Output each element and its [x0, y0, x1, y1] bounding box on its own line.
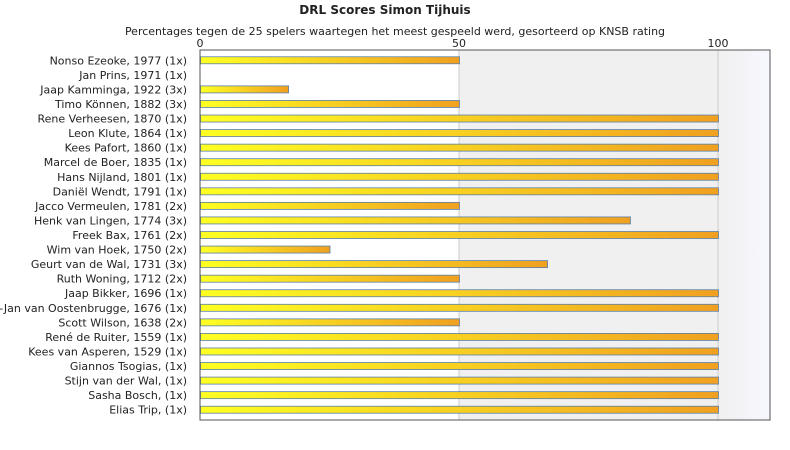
plot-frame [199, 49, 771, 421]
bar [200, 172, 719, 181]
bar [200, 362, 719, 370]
category-label: Henk van Lingen, 1774 (3x) [34, 214, 187, 227]
x-tick-label: 50 [452, 37, 466, 50]
category-label: Elias Trip, (1x) [109, 404, 187, 417]
category-label: Ruth Woning, 1712 (2x) [57, 273, 187, 286]
category-label: Daniël Wendt, 1791 (1x) [53, 185, 187, 198]
bar [200, 391, 719, 400]
bar [200, 56, 460, 65]
category-label: Jacco Vermeulen, 1781 (2x) [34, 200, 187, 213]
category-label: Jan Prins, 1971 (1x) [78, 69, 187, 82]
bar [200, 289, 719, 298]
bar [200, 129, 719, 137]
category-label: Jaap Bikker, 1696 (1x) [64, 287, 187, 300]
bar [200, 114, 719, 123]
category-label: Marcel de Boer, 1835 (1x) [44, 156, 187, 169]
category-label: Pieter-Jan van Oostenbrugge, 1676 (1x) [0, 302, 187, 315]
chart-title: DRL Scores Simon Tijhuis [299, 3, 471, 17]
bar [200, 143, 719, 152]
category-label: Kees Pafort, 1860 (1x) [65, 142, 187, 155]
category-label: René de Ruiter, 1559 (1x) [45, 331, 187, 344]
category-label: Wim van Hoek, 1750 (2x) [47, 244, 187, 257]
x-tick-label: 0 [197, 37, 204, 50]
category-label: Jaap Kamminga, 1922 (3x) [39, 83, 187, 96]
bar [200, 347, 719, 356]
x-tick-label: 100 [708, 37, 729, 50]
bar [200, 260, 548, 269]
category-label: Freek Bax, 1761 (2x) [72, 229, 187, 242]
bar [200, 201, 460, 210]
bar [200, 318, 460, 327]
bar [200, 100, 460, 108]
category-label: Nonso Ezeoke, 1977 (1x) [50, 54, 187, 67]
category-label: Sasha Bosch, (1x) [88, 389, 187, 402]
bar [200, 333, 719, 341]
category-label: Giannos Tsogias, (1x) [70, 360, 187, 373]
bar [200, 85, 289, 94]
bar [200, 245, 331, 254]
bar [200, 376, 719, 385]
bar [200, 405, 719, 414]
bar [200, 231, 719, 239]
category-label: Rene Verheesen, 1870 (1x) [38, 113, 187, 126]
plot-zone-edge [718, 50, 770, 420]
bar [200, 158, 719, 167]
bar [200, 187, 719, 196]
category-label: Leon Klute, 1864 (1x) [68, 127, 187, 140]
category-label: Hans Nijland, 1801 (1x) [57, 171, 187, 184]
category-label: Scott Wilson, 1638 (2x) [58, 316, 187, 329]
bar [200, 303, 719, 312]
bar [200, 216, 631, 225]
chart-subtitle: Percentages tegen de 25 spelers waartege… [124, 25, 666, 38]
category-label: Geurt van de Wal, 1731 (3x) [31, 258, 187, 271]
category-label: Stijn van der Wal, (1x) [65, 375, 187, 388]
category-label: Kees van Asperen, 1529 (1x) [28, 345, 187, 358]
category-label: Timo Können, 1882 (3x) [54, 98, 187, 111]
bar [200, 274, 460, 283]
